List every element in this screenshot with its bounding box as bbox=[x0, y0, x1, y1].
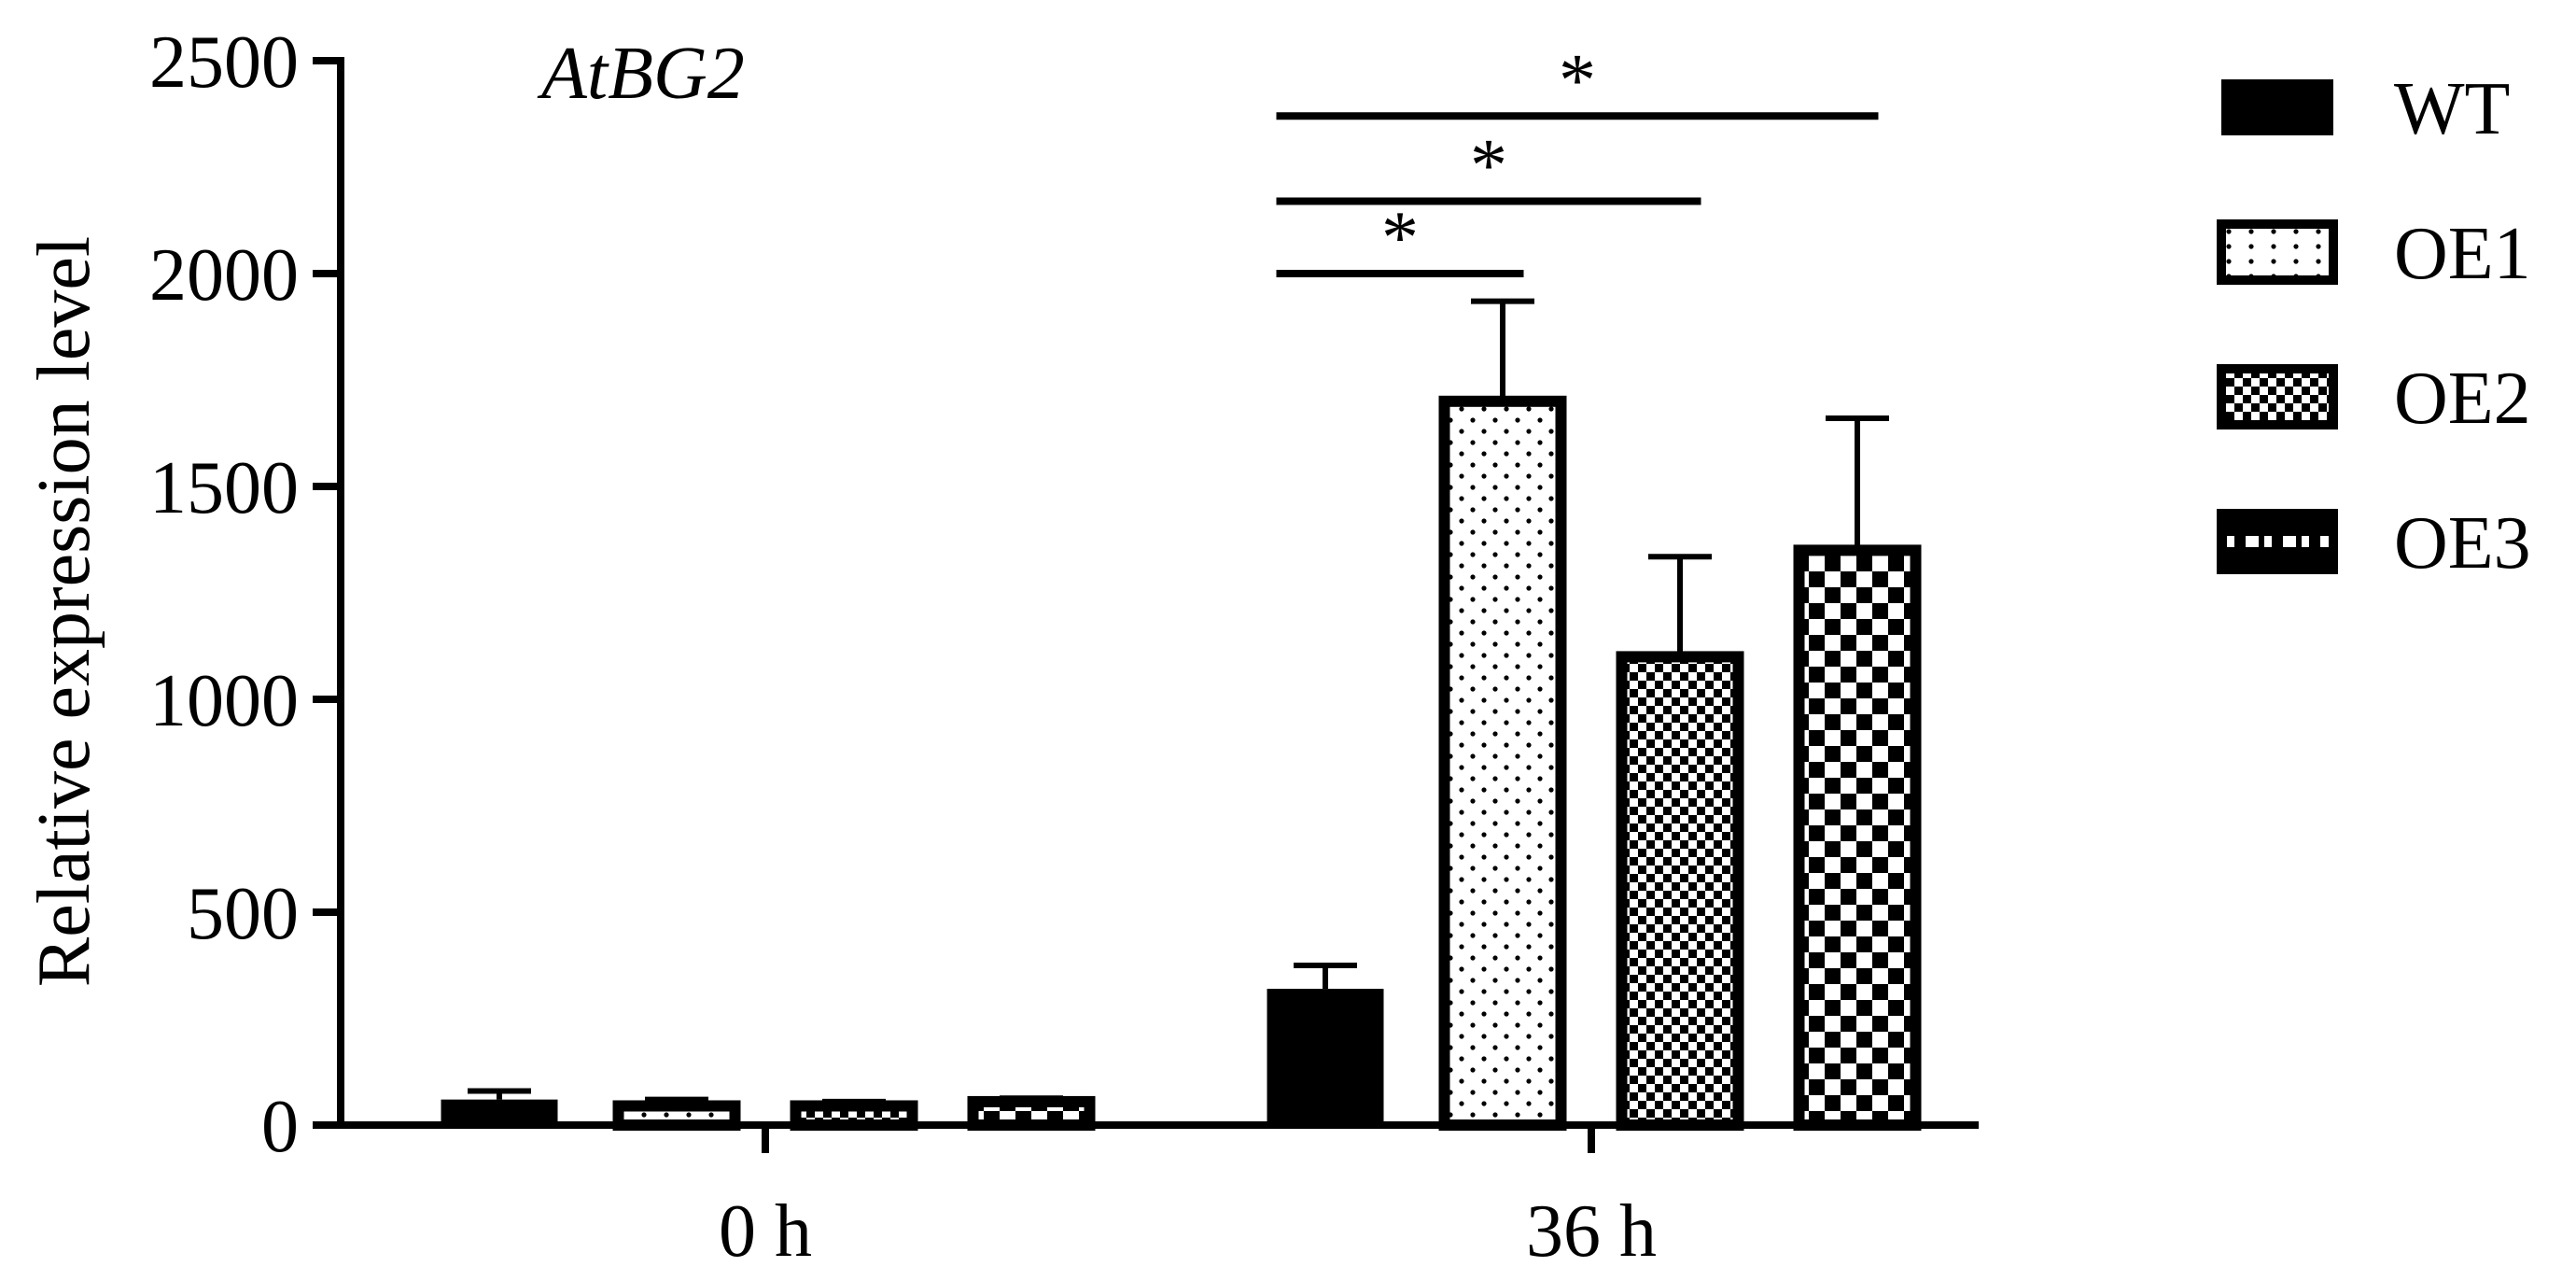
bar-oe2-0h bbox=[790, 1100, 918, 1131]
significance-star: * bbox=[1381, 197, 1419, 279]
chart-title: AtBG2 bbox=[537, 33, 745, 115]
y-tick-label: 2500 bbox=[149, 21, 299, 104]
x-tick-label: 36 h bbox=[1526, 1190, 1657, 1273]
legend-label-oe2: OE2 bbox=[2394, 358, 2531, 440]
significance-star: * bbox=[1559, 39, 1596, 121]
y-tick-label: 500 bbox=[187, 873, 299, 955]
bar-oe3-0h bbox=[967, 1095, 1096, 1132]
bar-oe3-36h bbox=[1793, 544, 1922, 1131]
legend-swatch-wt bbox=[2221, 79, 2333, 135]
bar-wt-36h bbox=[1267, 989, 1384, 1125]
y-tick-label: 0 bbox=[261, 1086, 299, 1168]
legend-swatch-oe1 bbox=[2217, 219, 2338, 285]
x-tick-label: 0 h bbox=[719, 1190, 812, 1273]
y-tick-label: 1500 bbox=[149, 447, 299, 529]
bar-oe2-36h bbox=[1616, 651, 1744, 1132]
bar-wt-0h bbox=[441, 1099, 558, 1125]
bar-oe1-0h bbox=[612, 1100, 741, 1131]
legend-swatch-oe3 bbox=[2217, 509, 2338, 574]
bar-oe1-36h bbox=[1438, 395, 1567, 1131]
y-tick-label: 1000 bbox=[149, 660, 299, 742]
legend-label-wt: WT bbox=[2394, 68, 2510, 150]
y-tick-label: 2000 bbox=[149, 234, 299, 317]
legend-swatch-oe2 bbox=[2217, 364, 2338, 429]
y-axis-title: Relative expression level bbox=[23, 236, 105, 987]
significance-star: * bbox=[1470, 124, 1507, 206]
legend-label-oe1: OE1 bbox=[2394, 213, 2531, 295]
legend-label-oe3: OE3 bbox=[2394, 502, 2531, 584]
